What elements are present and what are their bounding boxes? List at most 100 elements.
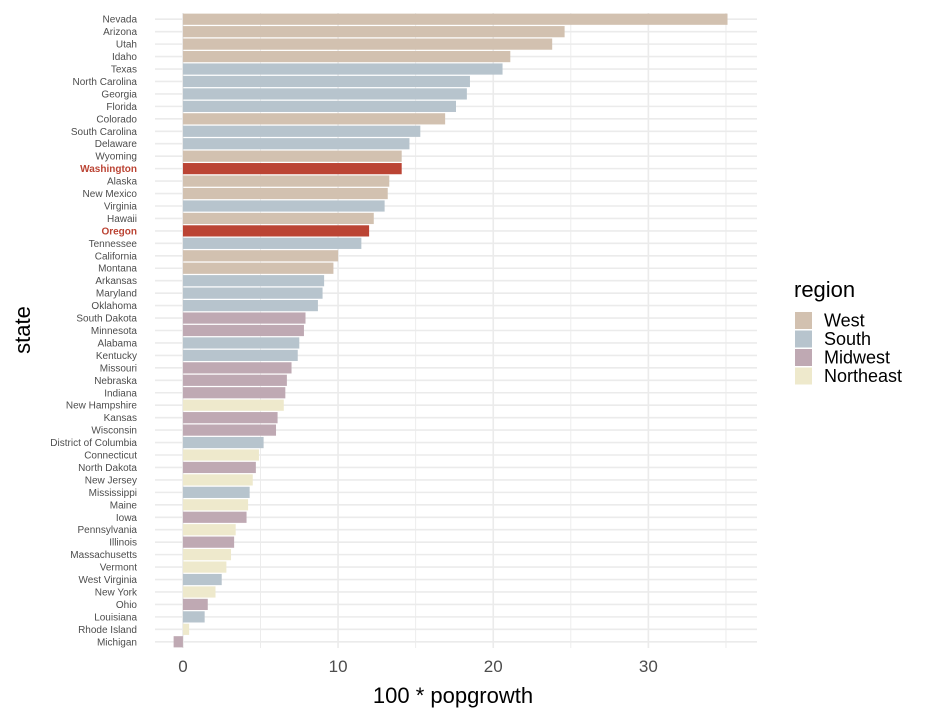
y-tick-label: Alaska (107, 177, 137, 188)
bar-arkansas (182, 275, 325, 287)
y-tick-label: Delaware (95, 139, 138, 150)
y-tick-label: Florida (106, 102, 137, 113)
y-tick-label: Louisiana (94, 612, 137, 623)
y-tick-label: District of Columbia (50, 438, 137, 449)
y-tick-label: Vermont (100, 563, 137, 574)
bar-indiana (182, 387, 286, 399)
y-tick-label: New Jersey (85, 475, 137, 486)
y-tick-label: Massachusetts (70, 550, 137, 561)
bar-colorado (182, 113, 446, 125)
legend-title: region (794, 277, 855, 302)
bar-louisiana (182, 611, 205, 623)
y-tick-label: Ohio (116, 600, 138, 611)
y-tick-label: Arkansas (95, 276, 137, 287)
bar-delaware (182, 138, 410, 150)
bar-georgia (182, 88, 467, 100)
bar-minnesota (182, 324, 304, 337)
legend-label-west: West (824, 311, 865, 331)
bar-missouri (182, 362, 292, 374)
y-tick-label: West Virginia (78, 575, 137, 586)
bar-tennessee (182, 237, 362, 249)
bar-utah (182, 38, 553, 50)
y-tick-label: Maine (110, 500, 138, 511)
x-tick-labels: 0 10 20 30 (178, 657, 658, 676)
y-tick-label: North Dakota (78, 463, 137, 474)
legend-swatch-midwest (795, 349, 812, 366)
bar-virginia (182, 200, 385, 212)
y-tick-label: Arizona (103, 27, 137, 38)
y-tick-label: Mississippi (89, 488, 137, 499)
y-tick-label: Nebraska (94, 376, 137, 387)
legend-swatch-northeast (795, 367, 812, 385)
bar-oregon (182, 225, 370, 237)
bar-illinois (182, 536, 235, 548)
bar-oklahoma (182, 299, 318, 312)
y-tick-label: New Mexico (83, 189, 138, 200)
x-tick-label: 0 (178, 657, 187, 676)
bar-montana (182, 262, 334, 274)
x-tick-label: 20 (484, 657, 503, 676)
y-tick-label: Indiana (104, 388, 137, 399)
bar-nebraska (182, 374, 287, 386)
y-tick-label: Idaho (112, 52, 137, 63)
bar-wisconsin (182, 424, 277, 436)
y-tick-label: Tennessee (89, 239, 138, 250)
bar-ohio (182, 598, 208, 611)
y-tick-label: Wyoming (95, 152, 137, 163)
bar-south-carolina (182, 125, 421, 137)
y-tick-label: Kansas (104, 413, 137, 424)
bar-texas (182, 63, 503, 75)
bar-nevada (182, 13, 728, 25)
legend-label-south: South (824, 329, 871, 349)
bars (173, 13, 728, 648)
y-tick-label: Oregon (101, 226, 137, 237)
bar-mississippi (182, 486, 250, 498)
y-tick-label: California (95, 251, 138, 262)
y-tick-label: Oklahoma (91, 301, 137, 312)
y-tick-label: Minnesota (91, 326, 138, 337)
bar-massachusetts (182, 549, 232, 561)
bar-alaska (182, 175, 390, 187)
y-tick-label: South Dakota (76, 314, 137, 325)
bar-alabama (182, 337, 300, 349)
y-axis-title: state (10, 306, 35, 354)
bar-south-dakota (182, 312, 306, 324)
y-tick-label: North Carolina (73, 77, 138, 88)
bar-arizona (182, 26, 565, 38)
legend-label-midwest: Midwest (824, 348, 890, 368)
bar-washington (182, 163, 402, 175)
bar-rhode-island (182, 623, 190, 635)
legend-swatch-west (795, 312, 812, 329)
y-tick-label: Kentucky (96, 351, 137, 362)
bar-new-mexico (182, 187, 388, 200)
y-tick-label: Virginia (104, 201, 138, 212)
bar-new-jersey (182, 474, 253, 486)
y-tick-label: Iowa (116, 513, 138, 524)
y-tick-label: Maryland (96, 289, 137, 300)
bar-west-virginia (182, 573, 222, 586)
y-tick-label: Texas (111, 65, 137, 76)
bar-maryland (182, 287, 323, 299)
x-tick-label: 30 (639, 657, 658, 676)
y-tick-label: Missouri (100, 363, 137, 374)
bar-vermont (182, 561, 227, 573)
bar-wyoming (182, 150, 402, 162)
bar-north-dakota (182, 461, 256, 474)
x-tick-label: 10 (329, 657, 348, 676)
legend-swatch-south (795, 330, 812, 348)
bar-maine (182, 499, 249, 511)
bar-florida (182, 100, 456, 112)
bar-michigan (173, 636, 183, 648)
bar-new-york (182, 586, 216, 598)
bar-kentucky (182, 349, 298, 362)
bar-north-carolina (182, 75, 470, 88)
y-tick-label: Pennsylvania (78, 525, 138, 536)
bar-california (182, 250, 339, 262)
y-tick-label: New York (95, 587, 138, 598)
y-tick-label: Alabama (98, 338, 138, 349)
